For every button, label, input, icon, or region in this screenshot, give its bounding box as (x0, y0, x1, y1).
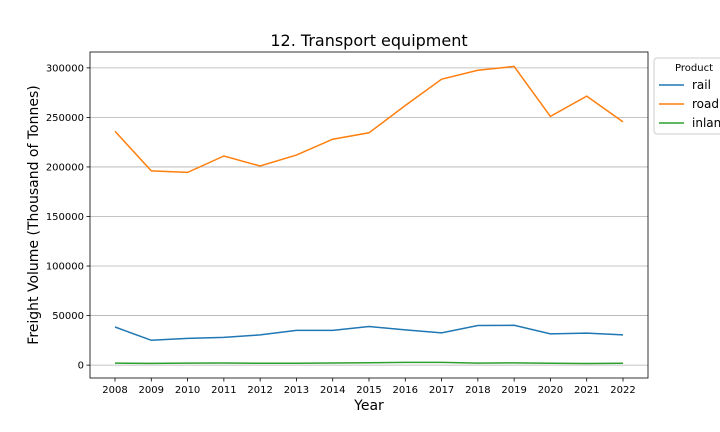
series-line-inland (114, 361, 624, 365)
x-tick-label: 2022 (610, 385, 635, 396)
y-tick-label: 100000 (46, 262, 84, 273)
x-tick-label: 2021 (574, 385, 599, 396)
y-tick-label: 250000 (46, 113, 84, 124)
x-tick-label: 2020 (538, 385, 563, 396)
gridlines (90, 67, 648, 366)
x-tick-label: 2014 (320, 385, 345, 396)
x-tick-label: 2017 (429, 385, 454, 396)
legend-items: rail road inland (659, 78, 720, 130)
y-axis-ticks: 0 50000 100000 150000 200000 250000 300000 (46, 63, 90, 372)
legend-title: Product (675, 63, 713, 74)
series-lines (114, 65, 624, 365)
y-tick-label: 300000 (46, 63, 84, 74)
series-line-road (114, 65, 624, 174)
x-tick-label: 2019 (501, 385, 526, 396)
y-tick-label: 0 (78, 361, 84, 372)
legend-frame (653, 57, 720, 135)
y-tick-label: 200000 (46, 162, 84, 173)
legend-label-inland: inland (692, 116, 720, 130)
legend-label-rail: rail (692, 78, 711, 92)
legend: Product rail road inland (653, 57, 720, 135)
x-tick-label: 2008 (102, 385, 127, 396)
y-axis-title: Freight Volume (Thousand of Tonnes) (26, 85, 42, 344)
y-tick-label: 150000 (46, 212, 84, 223)
chart-title: 12. Transport equipment (270, 31, 467, 50)
x-tick-label: 2012 (247, 385, 272, 396)
x-tick-label: 2016 (393, 385, 418, 396)
x-tick-label: 2011 (211, 385, 236, 396)
legend-label-road: road (692, 97, 719, 111)
y-tick-label: 50000 (52, 311, 84, 322)
x-tick-label: 2013 (284, 385, 309, 396)
x-tick-label: 2018 (465, 385, 490, 396)
series-line-rail (114, 324, 624, 342)
x-tick-label: 2015 (356, 385, 381, 396)
x-axis-title: Year (353, 398, 384, 414)
x-tick-label: 2009 (139, 385, 164, 396)
x-axis-ticks: 2008 2009 2010 2011 2012 2013 2014 2015 2016 2017… (102, 378, 636, 396)
x-tick-label: 2010 (175, 385, 200, 396)
